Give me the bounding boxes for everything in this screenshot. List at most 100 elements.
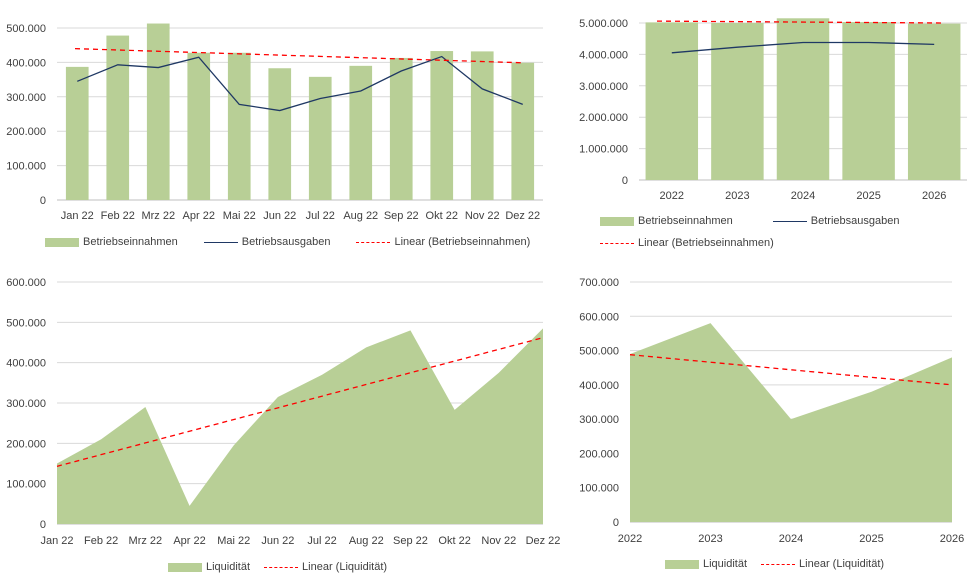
y-tick-label: 0 bbox=[613, 517, 619, 529]
legend-item-expenses: Betriebsausgaben bbox=[203, 236, 331, 248]
legend-liq-yearly: Liquidität Linear (Liquidität) bbox=[665, 558, 910, 570]
y-tick-label: 500.000 bbox=[6, 317, 46, 329]
trend-line bbox=[74, 47, 522, 64]
bar bbox=[268, 68, 292, 200]
chart-liq-yearly: 0 100.000 200.000 300.000 400.000 500.000 600.… bbox=[579, 277, 964, 545]
bar bbox=[430, 51, 454, 200]
legend-yearly-row1: Betriebseinnahmen Betriebsausgaben bbox=[600, 215, 925, 227]
y-tick-label: 0 bbox=[40, 519, 46, 531]
x-tick-label: Apr 22 bbox=[173, 535, 205, 547]
legend-label: Betriebsausgaben bbox=[810, 215, 900, 227]
y-tick-label: 500.000 bbox=[579, 346, 619, 358]
legend-swatch-line bbox=[772, 220, 807, 222]
y-tick-label: 400.000 bbox=[579, 380, 619, 392]
x-tick-label: Apr 22 bbox=[183, 210, 215, 222]
y-tick-label: 600.000 bbox=[579, 311, 619, 323]
x-tick-label: Aug 22 bbox=[343, 210, 378, 222]
bar bbox=[645, 22, 699, 181]
expenses-line bbox=[77, 55, 523, 112]
x-tick-label: 2022 bbox=[618, 533, 642, 545]
legend-label: Linear (Betriebseinnahmen) bbox=[394, 236, 531, 248]
x-tick-label: 2025 bbox=[856, 190, 880, 202]
chart-liq-monthly: 0 100.000 200.000 300.000 400.000 500.000 600.… bbox=[6, 277, 560, 547]
legend-swatch-bar bbox=[600, 216, 634, 226]
y-tick-label: 100.000 bbox=[579, 483, 619, 495]
legend-liq-monthly: Liquidität Linear (Liquidität) bbox=[168, 561, 413, 573]
legend-item-trend: Linear (Liquidität) bbox=[761, 558, 884, 570]
x-tick-label: 2022 bbox=[660, 190, 684, 202]
x-tick-label: 2024 bbox=[779, 533, 803, 545]
y-tick-label: 500.000 bbox=[6, 23, 46, 35]
trend-line bbox=[656, 20, 946, 24]
expenses-line bbox=[671, 41, 935, 54]
legend-swatch-area bbox=[665, 559, 699, 569]
chart-monthly-panel: 0 100.000 200.000 300.000 400.000 500.000 Jan … bbox=[0, 0, 560, 255]
x-tick-label: Sep 22 bbox=[384, 210, 419, 222]
y-tick-label: 0 bbox=[40, 195, 46, 207]
x-tick-label: Mrz 22 bbox=[129, 535, 163, 547]
x-tick-label: Okt 22 bbox=[426, 210, 458, 222]
bar bbox=[907, 23, 961, 180]
bar bbox=[470, 51, 494, 200]
legend-swatch-area bbox=[168, 562, 202, 572]
x-tick-label: Aug 22 bbox=[349, 535, 384, 547]
chart-yearly: 0 1.000.000 2.000.000 3.000.000 4.000.000 5.0… bbox=[579, 18, 967, 202]
y-tick-label: 100.000 bbox=[6, 161, 46, 173]
bar bbox=[227, 52, 251, 200]
y-tick-label: 4.000.000 bbox=[579, 49, 628, 61]
legend-label: Linear (Liquidität) bbox=[302, 561, 388, 573]
x-tick-label: 2024 bbox=[791, 190, 815, 202]
legend-label: Liquidität bbox=[206, 561, 251, 573]
y-tick-label: 3.000.000 bbox=[579, 81, 628, 93]
x-tick-label: Mai 22 bbox=[217, 535, 250, 547]
legend-swatch-dash bbox=[264, 566, 299, 568]
x-tick-label: 2026 bbox=[922, 190, 946, 202]
legend-label: Linear (Liquidität) bbox=[799, 558, 885, 570]
bar bbox=[349, 65, 373, 200]
y-tick-label: 700.000 bbox=[579, 277, 619, 289]
legend-yearly-row2: Linear (Betriebseinnahmen) bbox=[600, 237, 800, 249]
y-tick-label: 0 bbox=[622, 175, 628, 187]
x-tick-label: Sep 22 bbox=[393, 535, 428, 547]
y-tick-label: 100.000 bbox=[6, 479, 46, 491]
legend-monthly: Betriebseinnahmen Betriebsausgaben Linea… bbox=[45, 236, 556, 248]
legend-item-liquidity: Liquidität bbox=[168, 561, 250, 573]
x-tick-label: 2025 bbox=[859, 533, 883, 545]
x-tick-label: Jun 22 bbox=[261, 535, 294, 547]
y-tick-label: 200.000 bbox=[6, 438, 46, 450]
legend-swatch-dash bbox=[356, 241, 391, 243]
y-tick-label: 400.000 bbox=[6, 57, 46, 69]
x-tick-label: Nov 22 bbox=[481, 535, 516, 547]
legend-item-expenses: Betriebsausgaben bbox=[772, 215, 900, 227]
chart-liq-monthly-panel: 0 100.000 200.000 300.000 400.000 500.000 600.… bbox=[0, 265, 560, 587]
liquidity-area bbox=[630, 323, 952, 522]
chart-monthly: 0 100.000 200.000 300.000 400.000 500.000 Jan … bbox=[6, 23, 543, 222]
x-tick-label: Jan 22 bbox=[61, 210, 94, 222]
y-tick-label: 600.000 bbox=[6, 277, 46, 289]
bar bbox=[842, 22, 895, 181]
legend-label: Liquidität bbox=[703, 558, 748, 570]
liquidity-area bbox=[57, 328, 543, 524]
legend-label: Betriebsausgaben bbox=[241, 236, 331, 248]
x-tick-label: Feb 22 bbox=[101, 210, 135, 222]
chart-yearly-panel: 0 1.000.000 2.000.000 3.000.000 4.000.000 5.0… bbox=[570, 0, 979, 255]
bar bbox=[146, 23, 170, 200]
legend-item-liquidity: Liquidität bbox=[665, 558, 747, 570]
x-tick-label: 2023 bbox=[698, 533, 722, 545]
y-tick-label: 200.000 bbox=[579, 448, 619, 460]
y-tick-label: 300.000 bbox=[6, 398, 46, 410]
y-tick-label: 300.000 bbox=[579, 414, 619, 426]
legend-label: Betriebseinnahmen bbox=[83, 236, 178, 248]
legend-label: Linear (Betriebseinnahmen) bbox=[638, 237, 774, 249]
y-tick-label: 200.000 bbox=[6, 126, 46, 138]
x-tick-label: Okt 22 bbox=[438, 535, 470, 547]
legend-swatch-line bbox=[203, 241, 238, 243]
bar bbox=[106, 35, 130, 201]
x-tick-label: Dez 22 bbox=[526, 535, 560, 547]
x-tick-label: Jul 22 bbox=[306, 210, 335, 222]
y-tick-label: 1.000.000 bbox=[579, 144, 628, 156]
legend-item-income: Betriebseinnahmen bbox=[45, 236, 178, 248]
bar bbox=[187, 52, 211, 200]
x-tick-label: Mrz 22 bbox=[141, 210, 175, 222]
x-tick-label: Dez 22 bbox=[505, 210, 540, 222]
